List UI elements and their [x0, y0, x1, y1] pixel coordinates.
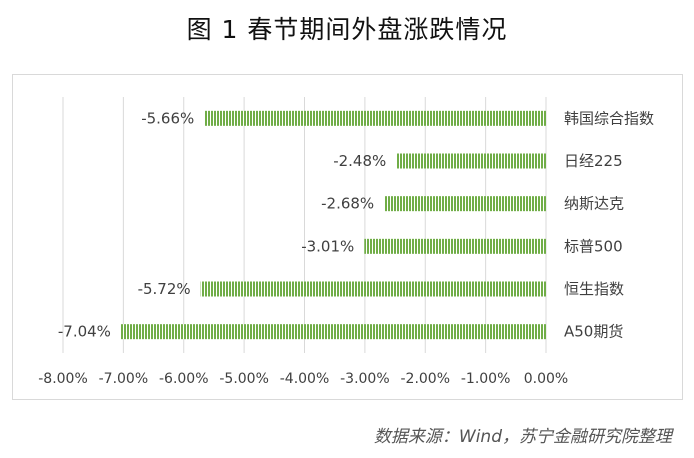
grid-lines	[62, 97, 547, 353]
x-tick-label: -5.00%	[219, 371, 269, 387]
category-label: 标普500	[564, 237, 623, 255]
category-label: 纳斯达克	[564, 195, 624, 213]
bar	[384, 196, 546, 212]
data-label: -7.04%	[58, 323, 111, 341]
data-label: -5.72%	[138, 280, 191, 298]
x-tick-label: -6.00%	[159, 371, 209, 387]
category-label: 日经225	[564, 152, 623, 170]
x-tick-label: 0.00%	[524, 371, 568, 387]
figure-title: 图 1 春节期间外盘涨跌情况	[186, 15, 508, 44]
x-axis-tick-labels: -8.00% -7.00% -6.00% -5.00% -4.00% -3.00% -2.0…	[38, 371, 568, 387]
bar	[396, 153, 546, 169]
bar	[364, 238, 546, 254]
bar	[120, 324, 547, 340]
data-label: -5.66%	[141, 109, 194, 127]
category-label: 韩国综合指数	[564, 109, 654, 127]
source-note: 数据来源：Wind，苏宁金融研究院整理	[373, 427, 672, 447]
x-tick-label: -3.00%	[340, 371, 390, 387]
x-tick-label: -8.00%	[38, 371, 88, 387]
data-label: -3.01%	[301, 237, 354, 255]
category-label: A50期货	[564, 323, 623, 341]
bar-chart: -5.66% -2.48% -2.68% -3.01% -5.72% -7.04% 韩国综…	[38, 97, 654, 387]
chart-frame: -5.66% -2.48% -2.68% -3.01% -5.72% -7.04% 韩国综…	[12, 74, 683, 400]
bar	[200, 281, 546, 297]
category-label: 恒生指数	[564, 280, 624, 298]
bars	[120, 110, 547, 340]
x-tick-label: -1.00%	[461, 371, 511, 387]
x-tick-label: -7.00%	[99, 371, 149, 387]
data-label: -2.48%	[333, 152, 386, 170]
bar	[204, 110, 546, 126]
data-labels: -5.66% -2.48% -2.68% -3.01% -5.72% -7.04%	[58, 109, 386, 340]
x-tick-label: -4.00%	[280, 371, 330, 387]
data-label: -2.68%	[321, 195, 374, 213]
x-tick-label: -2.00%	[400, 371, 450, 387]
